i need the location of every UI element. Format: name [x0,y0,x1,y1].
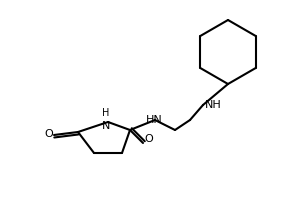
Text: O: O [144,134,153,144]
Text: H: H [102,108,110,118]
Text: O: O [44,129,53,139]
Text: NH: NH [205,100,222,110]
Text: N: N [102,121,110,131]
Text: HN: HN [146,115,162,125]
